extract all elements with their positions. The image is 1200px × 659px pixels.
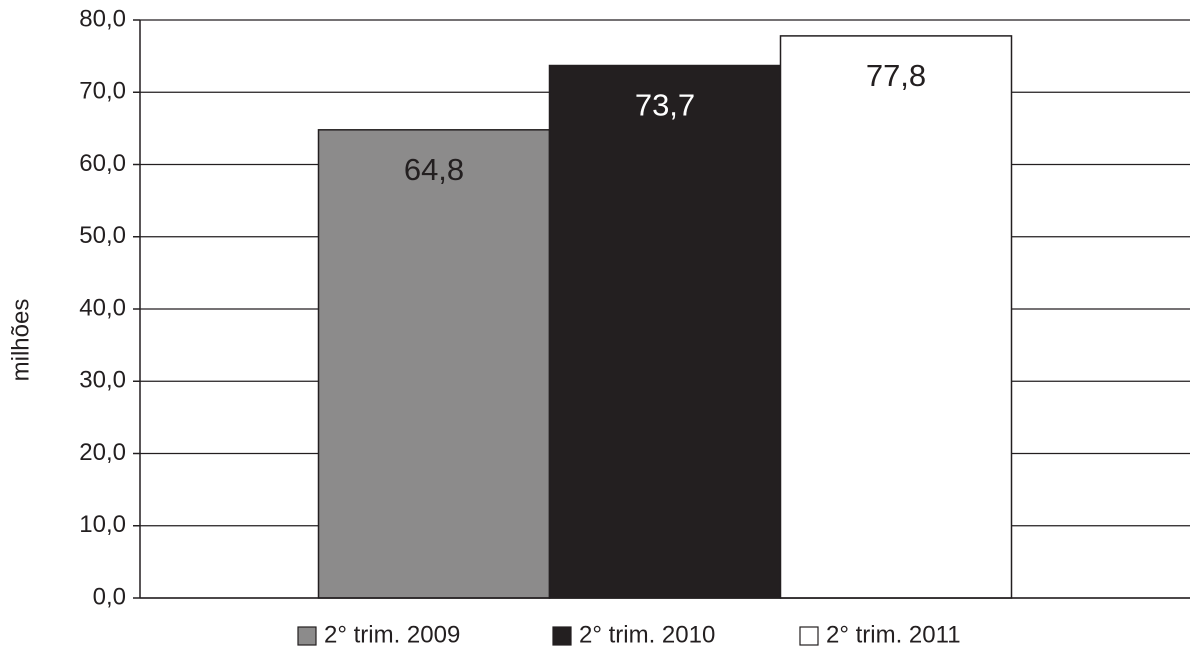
bar	[779, 35, 1013, 599]
data-label: 64,8	[404, 152, 464, 187]
y-tick-label: 70,0	[79, 78, 126, 105]
y-tick-label: 50,0	[79, 222, 126, 249]
y-tick-label: 60,0	[79, 150, 126, 177]
data-label: 77,8	[866, 58, 926, 93]
bar	[548, 64, 782, 599]
y-tick-label: 10,0	[79, 511, 126, 538]
legend-swatch	[799, 626, 819, 646]
legend-swatch	[297, 626, 317, 646]
data-label: 73,7	[635, 88, 695, 123]
y-tick-label: 30,0	[79, 367, 126, 394]
legend-label: 2° trim. 2009	[324, 621, 460, 648]
y-tick-label: 80,0	[79, 5, 126, 32]
legend-label: 2° trim. 2010	[579, 621, 715, 648]
y-tick-label: 0,0	[93, 583, 126, 610]
y-tick-label: 20,0	[79, 439, 126, 466]
bar	[317, 129, 551, 599]
legend-label: 2° trim. 2011	[826, 621, 961, 648]
y-axis-label: milhões	[7, 299, 34, 382]
legend-swatch	[552, 626, 572, 646]
y-tick-label: 40,0	[79, 294, 126, 321]
